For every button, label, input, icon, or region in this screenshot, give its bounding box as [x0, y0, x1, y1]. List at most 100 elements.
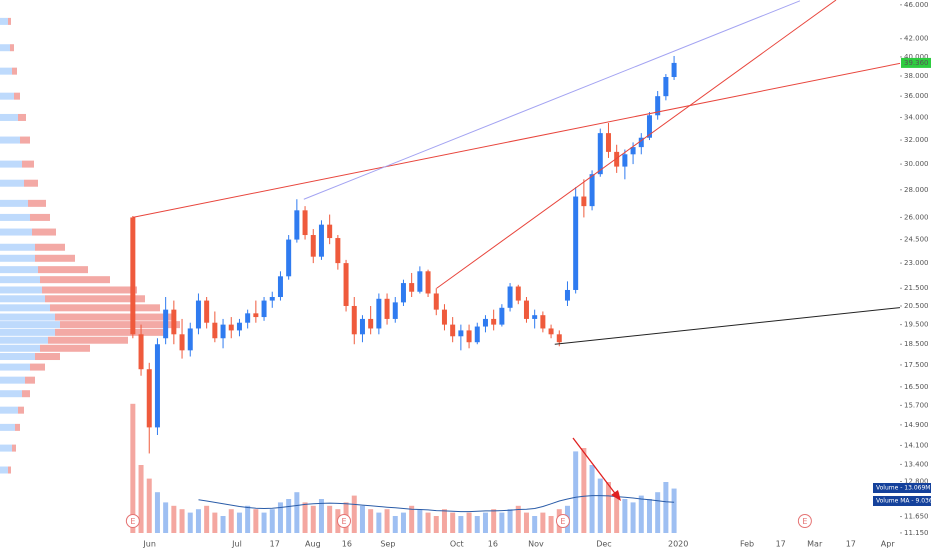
- candle-body: [400, 283, 406, 303]
- candle-body: [261, 300, 267, 318]
- volume-bar: [163, 502, 169, 533]
- y-tick-label: 20.500: [904, 302, 929, 310]
- profile-up: [0, 344, 40, 352]
- volume-bar: [482, 512, 488, 533]
- profile-down: [42, 286, 137, 294]
- volume-bar: [581, 448, 587, 533]
- event-marker: [337, 514, 352, 528]
- volume-bar: [212, 512, 218, 533]
- y-tick-label: 12.800: [904, 477, 929, 485]
- event-marker: [555, 514, 570, 528]
- y-tick-label: 36.000: [904, 92, 929, 100]
- y-tick-label: 17.500: [904, 361, 929, 369]
- candle-body: [671, 62, 677, 78]
- candle-body: [450, 324, 456, 337]
- profile-down: [40, 276, 110, 284]
- candle-body: [253, 313, 259, 318]
- volume-bar: [540, 512, 546, 533]
- x-tick-label: 17: [776, 540, 786, 549]
- last-price-box: [901, 57, 931, 68]
- candle-body: [171, 309, 177, 335]
- candle-body: [277, 276, 283, 298]
- candle-body: [540, 315, 546, 329]
- profile-up: [0, 406, 18, 414]
- candle-body: [327, 224, 333, 239]
- volume-bar: [515, 505, 521, 533]
- profile-up: [0, 466, 8, 474]
- volume-bar: [638, 495, 644, 533]
- volume-bar: [384, 509, 390, 533]
- volume-bar: [491, 509, 497, 533]
- volume-bar: [400, 512, 406, 533]
- candle-body: [548, 328, 554, 335]
- profile-down: [38, 266, 88, 274]
- y-tick-label: 46.000: [904, 1, 929, 9]
- candle-body: [646, 115, 652, 138]
- candle-body: [138, 334, 144, 370]
- candle-body: [245, 313, 251, 323]
- y-tick-label: 11.150: [904, 529, 929, 537]
- candle-body: [376, 298, 382, 329]
- candle-body: [286, 239, 292, 277]
- y-tick-label: 38.000: [904, 72, 929, 80]
- candle-body: [482, 318, 488, 327]
- profile-up: [0, 199, 28, 207]
- profile-down: [12, 67, 17, 75]
- volume-bar: [269, 509, 275, 533]
- volume-bar: [597, 478, 603, 533]
- volume-bar: [507, 509, 513, 533]
- profile-down: [50, 304, 160, 312]
- volume-bar: [146, 478, 152, 533]
- candle-body: [614, 151, 620, 167]
- volume-bar: [474, 516, 480, 533]
- x-tick-label: Apr: [881, 540, 896, 549]
- profile-up: [0, 304, 50, 312]
- volume-bar: [171, 505, 177, 533]
- candle-body: [163, 309, 169, 339]
- profile-down: [18, 406, 24, 414]
- profile-up: [0, 444, 12, 452]
- candle-body: [499, 307, 505, 325]
- profile-down: [40, 344, 90, 352]
- trend-line: [132, 62, 900, 218]
- last-price-label: 39.360: [904, 59, 929, 67]
- candle-body: [318, 224, 324, 257]
- profile-down: [24, 179, 38, 187]
- volume-bar: [294, 492, 300, 533]
- volume-bar: [409, 505, 415, 533]
- candle-body: [523, 300, 529, 319]
- price-axis: 46.000 42.000 40.000 38.000 36.000 34.000 32.0…: [873, 0, 932, 550]
- candle-body: [204, 300, 210, 323]
- profile-down: [8, 17, 11, 25]
- profile-up: [0, 113, 18, 121]
- volume-bar: [622, 499, 628, 533]
- y-tick-label: 19.500: [904, 321, 929, 329]
- candle-body: [335, 238, 341, 264]
- candle-body: [515, 286, 521, 301]
- event-label: E: [802, 517, 807, 526]
- candle-body: [491, 318, 497, 325]
- profile-up: [0, 254, 35, 262]
- candle-body: [228, 324, 234, 331]
- volume-bar: [433, 516, 439, 533]
- candle-body: [130, 217, 136, 335]
- volume-bar: [195, 509, 201, 533]
- volume-bar: [138, 465, 144, 533]
- candle-body: [179, 334, 185, 351]
- volume-bar: [351, 495, 357, 533]
- volume-bar: [368, 509, 374, 533]
- profile-down: [35, 254, 75, 262]
- volume-bar: [236, 512, 242, 533]
- trend-line: [554, 307, 900, 345]
- volume-bar: [663, 482, 669, 533]
- profile-down: [55, 328, 165, 336]
- y-tick-label: 34.000: [904, 113, 929, 121]
- profile-up: [0, 328, 55, 336]
- candle-body: [294, 210, 300, 240]
- profile-up: [0, 376, 25, 384]
- y-tick-label: 40.000: [904, 53, 929, 61]
- y-tick-label: 21.500: [904, 284, 929, 292]
- profile-up: [0, 286, 42, 294]
- profile-down: [22, 160, 34, 168]
